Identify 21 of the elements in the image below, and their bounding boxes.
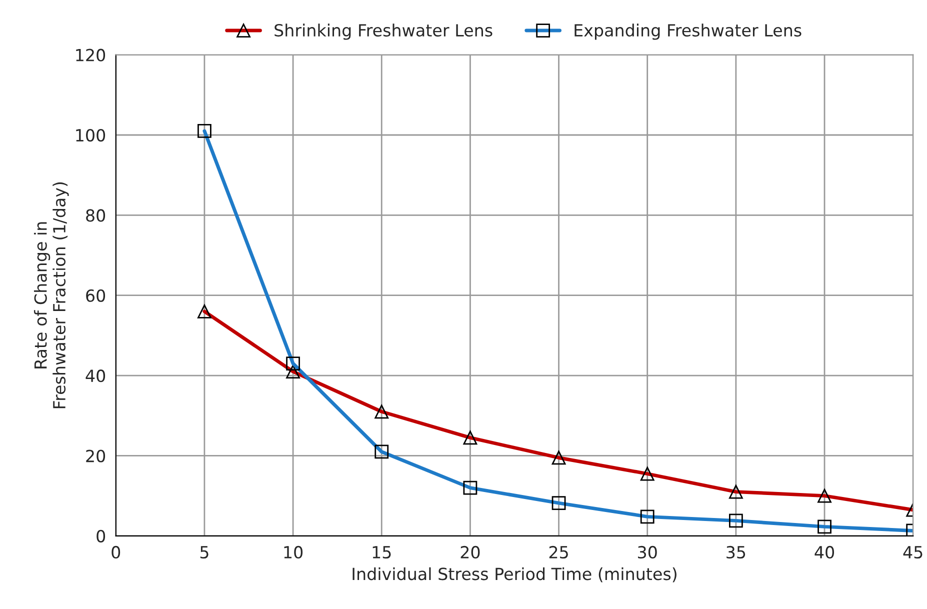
- y-tick-label: 20: [86, 450, 106, 462]
- x-tick-label: 10: [284, 546, 303, 559]
- x-tick-label: 25: [549, 546, 568, 559]
- x-tick-label: 30: [638, 546, 657, 559]
- x-tick-label: 45: [903, 546, 922, 559]
- x-tick-label: 15: [372, 546, 391, 559]
- x-tick-label: 0: [112, 546, 120, 559]
- y-axis-title: Rate of Change in Freshwater Fraction (1/day): [34, 182, 69, 408]
- legend-label: Shrinking Freshwater Lens: [274, 24, 492, 40]
- y-tick-label: 100: [76, 128, 106, 142]
- legend-label: Expanding Freshwater Lens: [574, 24, 802, 40]
- y-tick-label: 80: [86, 209, 106, 222]
- x-axis-title: Individual Stress Period Time (minutes): [352, 567, 676, 582]
- x-tick-label: 5: [200, 546, 208, 559]
- x-tick-label: 40: [814, 546, 834, 559]
- x-tick-label: 35: [726, 546, 746, 559]
- y-tick-label: 40: [86, 370, 106, 382]
- x-tick-label: 20: [460, 546, 480, 559]
- y-tick-label: 0: [96, 530, 106, 542]
- y-tick-label: 60: [86, 289, 106, 302]
- y-tick-label: 120: [76, 48, 106, 62]
